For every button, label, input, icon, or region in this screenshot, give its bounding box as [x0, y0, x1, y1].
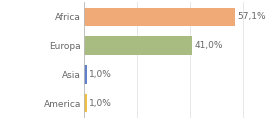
Text: 1,0%: 1,0% [89, 99, 112, 108]
Bar [84, 36, 192, 55]
Bar [84, 94, 87, 112]
Text: 41,0%: 41,0% [195, 41, 223, 50]
Text: 1,0%: 1,0% [89, 70, 112, 79]
Bar [84, 8, 235, 26]
Text: 57,1%: 57,1% [237, 12, 266, 21]
Bar [84, 65, 87, 84]
